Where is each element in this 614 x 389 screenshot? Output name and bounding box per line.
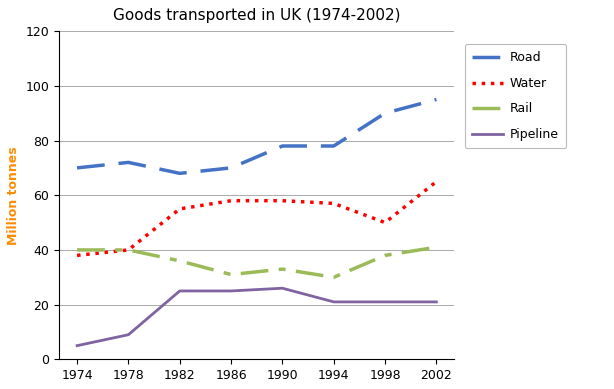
Y-axis label: Million tonnes: Million tonnes	[7, 146, 20, 245]
Rail	[125, 247, 132, 252]
Road	[176, 171, 184, 176]
Legend: Road, Water, Rail, Pipeline: Road, Water, Rail, Pipeline	[465, 44, 566, 149]
Pipeline	[74, 343, 81, 348]
Rail	[433, 245, 440, 249]
Water	[74, 253, 81, 258]
Water	[176, 207, 184, 211]
Rail	[279, 267, 286, 272]
Line: Rail: Rail	[77, 247, 437, 277]
Road	[125, 160, 132, 165]
Water	[125, 247, 132, 252]
Pipeline	[381, 300, 389, 304]
Line: Road: Road	[77, 100, 437, 173]
Water	[227, 198, 235, 203]
Line: Water: Water	[77, 182, 437, 256]
Road	[330, 144, 338, 148]
Pipeline	[279, 286, 286, 291]
Pipeline	[125, 332, 132, 337]
Rail	[227, 272, 235, 277]
Rail	[74, 247, 81, 252]
Road	[381, 111, 389, 116]
Road	[433, 97, 440, 102]
Line: Pipeline: Pipeline	[77, 288, 437, 346]
Road	[279, 144, 286, 148]
Water	[433, 179, 440, 184]
Pipeline	[227, 289, 235, 293]
Pipeline	[176, 289, 184, 293]
Pipeline	[330, 300, 338, 304]
Rail	[330, 275, 338, 280]
Water	[279, 198, 286, 203]
Pipeline	[433, 300, 440, 304]
Rail	[381, 253, 389, 258]
Road	[227, 166, 235, 170]
Water	[330, 201, 338, 206]
Road	[74, 166, 81, 170]
Water	[381, 220, 389, 225]
Rail	[176, 259, 184, 263]
Title: Goods transported in UK (1974-2002): Goods transported in UK (1974-2002)	[113, 8, 400, 23]
